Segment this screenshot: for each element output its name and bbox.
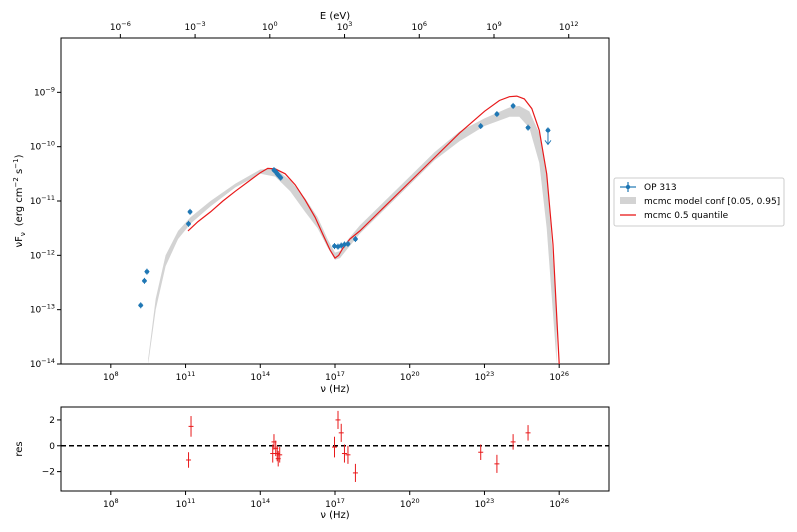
residual-point — [478, 444, 484, 460]
y-tick-label: 10−9 — [34, 85, 55, 98]
y-tick-label: 10−11 — [30, 194, 55, 207]
data-point — [187, 208, 193, 215]
x-axis-ticks: 108 1011 1014 1017 1020 1023 1026 — [103, 364, 569, 383]
x-tick-label: 1023 — [475, 370, 495, 383]
data-points — [138, 102, 552, 309]
residual-point — [352, 463, 358, 482]
top-tick-label: 103 — [337, 20, 353, 33]
y-axis-ticks: 10−14 10−13 10−12 10−11 10−10 10−9 — [30, 85, 61, 370]
x-tick-label: 108 — [103, 370, 119, 383]
residual-point — [345, 445, 351, 464]
data-point — [141, 277, 147, 284]
res-x-tick-label: 108 — [103, 497, 119, 510]
residual-y-axis-label: res — [14, 441, 25, 456]
legend-marker-band — [620, 197, 636, 204]
residual-points — [186, 410, 531, 482]
res-x-tick-label: 1014 — [250, 497, 270, 510]
data-point — [138, 302, 144, 309]
sed-plot-frame — [60, 37, 610, 365]
top-axis-label: E (eV) — [320, 11, 350, 22]
data-point — [144, 268, 150, 275]
legend-marker-data — [620, 182, 636, 192]
top-tick-label: 100 — [262, 20, 278, 33]
residual-point — [525, 425, 531, 441]
top-axis-ticks: 10−6 10−3 100 103 106 109 1012 — [110, 20, 579, 38]
residual-point — [186, 452, 192, 468]
data-point — [352, 236, 358, 243]
confidence-band-area — [148, 105, 557, 365]
data-point — [186, 220, 192, 227]
top-tick-label: 10−3 — [185, 20, 206, 33]
top-tick-label: 1012 — [559, 20, 579, 33]
data-point — [332, 243, 338, 250]
residual-point — [188, 416, 194, 437]
x-tick-label: 1020 — [400, 370, 420, 383]
x-tick-label: 1011 — [176, 370, 196, 383]
residual-x-ticks: 108 1011 1014 1017 1020 1023 1026 — [103, 491, 569, 510]
top-tick-label: 10−6 — [110, 20, 131, 33]
res-y-tick-label: −2 — [42, 468, 55, 478]
legend-label-data: OP 313 — [644, 183, 677, 193]
x-tick-label: 1017 — [325, 370, 345, 383]
residual-point — [270, 444, 276, 463]
legend-label-band: mcmc model conf [0.05, 0.95] — [644, 197, 780, 207]
residual-point — [338, 423, 344, 442]
legend: OP 313 mcmc model conf [0.05, 0.95] mcmc… — [613, 177, 785, 227]
res-y-tick-label: 2 — [49, 416, 55, 426]
median-model-path — [187, 95, 560, 365]
y-tick-label: 10−13 — [30, 303, 55, 316]
y-axis-label: νFν(erg cm−2 s−1) — [12, 154, 27, 247]
y-tick-label: 10−10 — [30, 140, 55, 153]
y-tick-label: 10−12 — [30, 248, 55, 261]
x-tick-label: 1014 — [250, 370, 270, 383]
x-axis-label: ν (Hz) — [320, 384, 349, 395]
upper-limit-point — [544, 127, 552, 146]
data-point — [478, 123, 484, 130]
residual-point — [510, 434, 516, 450]
legend-label-line: mcmc 0.5 quantile — [644, 211, 729, 221]
data-point — [525, 124, 531, 131]
residual-point — [335, 410, 341, 429]
residual-y-ticks: −2 0 2 — [42, 416, 61, 478]
top-tick-label: 109 — [486, 20, 502, 33]
res-x-tick-label: 1020 — [400, 497, 420, 510]
residual-panel: 108 1011 1014 1017 1020 1023 1026 −202 ν (Hz) … — [14, 406, 610, 521]
residual-point — [277, 447, 283, 463]
res-x-tick-label: 1023 — [475, 497, 495, 510]
data-point — [494, 111, 500, 118]
residual-point — [494, 454, 500, 473]
confidence-band — [148, 105, 557, 365]
x-tick-label: 1026 — [549, 370, 569, 383]
res-x-tick-label: 1026 — [549, 497, 569, 510]
residual-point — [341, 444, 347, 463]
res-y-tick-label: 0 — [49, 442, 55, 452]
median-model-line — [187, 95, 560, 365]
residual-point — [332, 436, 338, 458]
data-point — [510, 102, 516, 109]
sed-panel: 108 1011 1014 1017 1020 1023 1026 10−6 10−3 100 1… — [12, 11, 610, 395]
legend-box — [613, 177, 785, 227]
y-tick-label: 10−14 — [30, 357, 55, 370]
data-point — [278, 174, 284, 181]
res-x-tick-label: 1017 — [325, 497, 345, 510]
residual-x-axis-label: ν (Hz) — [320, 510, 349, 521]
top-tick-label: 106 — [411, 20, 427, 33]
res-x-tick-label: 1011 — [176, 497, 196, 510]
data-point — [345, 240, 351, 247]
